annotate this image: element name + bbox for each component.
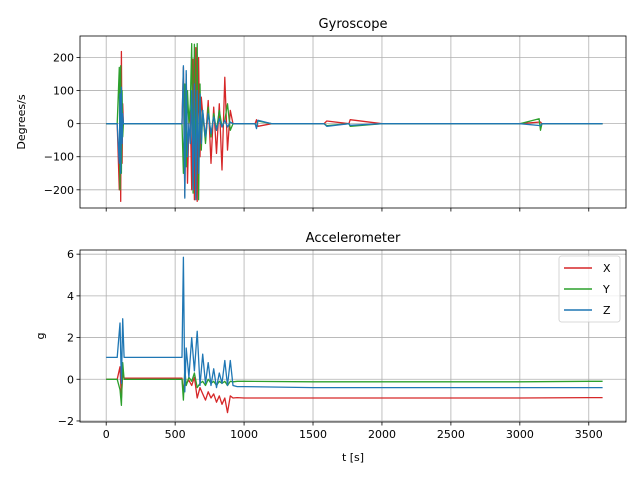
axes-frame bbox=[79, 35, 627, 209]
series-line-y bbox=[106, 361, 603, 406]
y-tick-label: −2 bbox=[58, 415, 74, 428]
x-axis-label: t [s] bbox=[342, 451, 364, 464]
x-tick-label: 1500 bbox=[299, 428, 327, 441]
legend: XYZ bbox=[558, 255, 621, 323]
chart-title: Accelerometer bbox=[306, 231, 401, 246]
series-line-y bbox=[106, 42, 603, 201]
y-tick-label: −100 bbox=[44, 151, 74, 164]
y-tick-label: 0 bbox=[67, 118, 74, 131]
series-line-z bbox=[106, 65, 603, 201]
axes-frame bbox=[79, 249, 627, 423]
y-tick-label: 0 bbox=[67, 373, 74, 386]
y-tick-label: −200 bbox=[44, 184, 74, 197]
y-axis-label: g bbox=[34, 333, 47, 340]
legend-label-y: Y bbox=[602, 283, 610, 296]
x-tick-label: 3000 bbox=[506, 428, 534, 441]
series-line-x bbox=[106, 366, 603, 414]
axes-2: 0 500 1000 1500 2000 2500 3000 3500 −2 0 2 4 6 Accele… bbox=[34, 231, 627, 464]
x-tick-label: 2000 bbox=[368, 428, 396, 441]
legend-label-z: Z bbox=[603, 304, 611, 317]
y-axis-label: Degrees/s bbox=[15, 94, 28, 149]
y-tick-label: 6 bbox=[67, 248, 74, 261]
x-tick-label: 1000 bbox=[230, 428, 258, 441]
y-tick-label: 100 bbox=[53, 85, 74, 98]
y-tick-label: 2 bbox=[67, 332, 74, 345]
x-tick-label: 3500 bbox=[575, 428, 603, 441]
series-line-z bbox=[106, 256, 603, 393]
x-tick-label: 500 bbox=[165, 428, 186, 441]
x-tick-label: 2500 bbox=[437, 428, 465, 441]
y-tick-label: 200 bbox=[53, 52, 74, 65]
x-tick-label: 0 bbox=[103, 428, 110, 441]
axes-1: −200 −100 0 100 200 Gyroscope Degrees/s bbox=[15, 17, 627, 212]
chart-title: Gyroscope bbox=[319, 17, 388, 32]
y-tick-label: 4 bbox=[67, 290, 74, 303]
legend-label-x: X bbox=[603, 262, 611, 275]
